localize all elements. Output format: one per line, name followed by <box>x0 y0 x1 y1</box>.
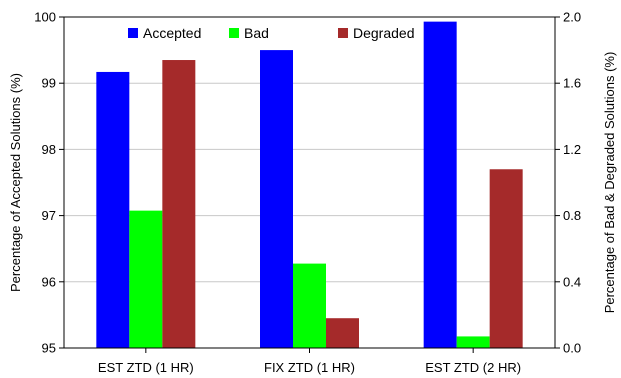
bar-bad <box>129 210 163 348</box>
right-tick-label: 0.8 <box>563 208 581 223</box>
bar-degraded <box>489 169 523 348</box>
legend-label-accepted: Accepted <box>143 25 201 41</box>
legend-label-bad: Bad <box>244 25 269 41</box>
category-label: FIX ZTD (1 HR) <box>264 360 355 375</box>
right-axis-ticks: 0.0 0.4 0.8 1.2 1.6 2.0 <box>555 10 581 356</box>
bar-bad <box>293 263 326 348</box>
bar-degraded <box>162 60 196 348</box>
left-tick-label: 100 <box>34 10 56 25</box>
left-tick-label: 95 <box>42 341 56 356</box>
right-tick-label: 0.0 <box>563 341 581 356</box>
bar-accepted <box>423 21 457 348</box>
legend-swatch-accepted <box>128 28 138 38</box>
category-labels: EST ZTD (1 HR) FIX ZTD (1 HR) EST ZTD (2 H… <box>98 348 521 375</box>
legend-swatch-degraded <box>338 28 348 38</box>
right-tick-label: 1.6 <box>563 76 581 91</box>
left-tick-label: 98 <box>42 142 56 157</box>
category-label: EST ZTD (2 HR) <box>425 360 521 375</box>
legend: Accepted Bad Degraded <box>128 25 415 41</box>
left-tick-label: 96 <box>42 274 56 289</box>
bar-bad <box>456 336 490 348</box>
bars <box>96 21 523 349</box>
right-tick-label: 1.2 <box>563 142 581 157</box>
legend-swatch-bad <box>229 28 239 38</box>
left-tick-label: 97 <box>42 208 56 223</box>
right-axis-title: Percentage of Bad & Degraded Solutions (… <box>602 52 617 314</box>
bar-degraded <box>326 318 359 348</box>
legend-label-degraded: Degraded <box>353 25 415 41</box>
left-axis-ticks: 95 96 97 98 99 100 <box>34 10 64 356</box>
left-axis-title: Percentage of Accepted Solutions (%) <box>8 73 23 292</box>
category-label: EST ZTD (1 HR) <box>98 360 194 375</box>
left-tick-label: 99 <box>42 76 56 91</box>
right-tick-label: 2.0 <box>563 10 581 25</box>
bar-accepted <box>96 71 130 349</box>
right-tick-label: 0.4 <box>563 274 581 289</box>
bar-accepted <box>260 50 293 348</box>
